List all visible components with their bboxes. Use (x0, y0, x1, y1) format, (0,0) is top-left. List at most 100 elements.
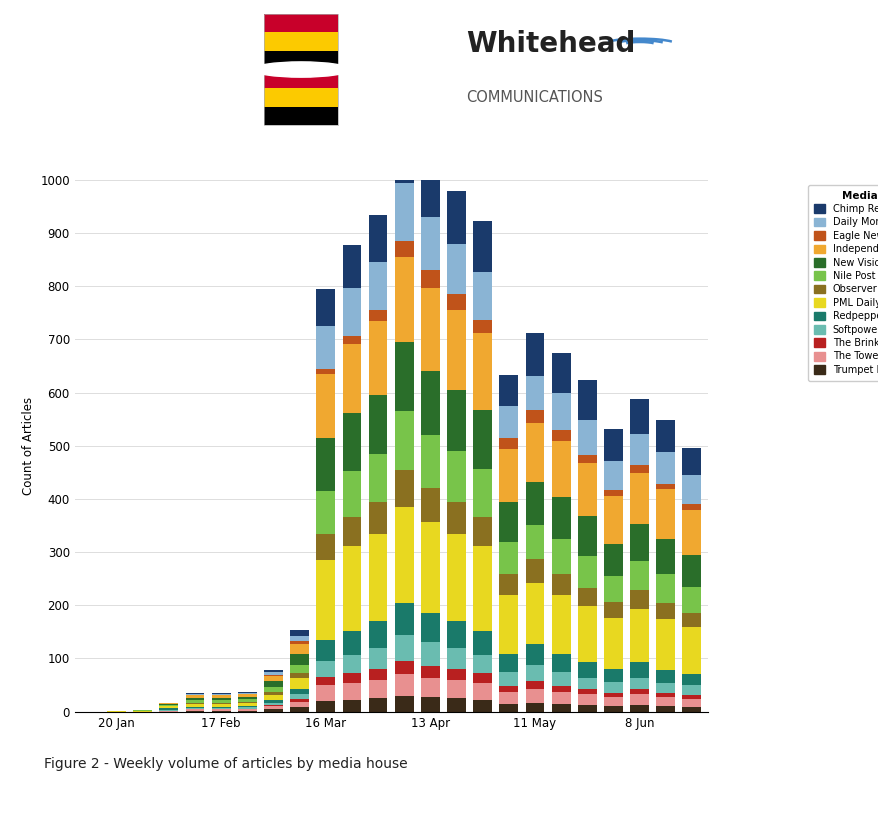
Bar (525, 375, 543, 410)
Bar (368, 622, 387, 648)
Bar (316, 289, 335, 326)
Bar (447, 622, 465, 648)
Bar (212, 708, 230, 709)
Bar (499, 449, 518, 502)
Bar (263, 14, 338, 33)
Bar (472, 222, 492, 272)
Bar (577, 420, 596, 455)
Bar (603, 706, 623, 712)
Bar (525, 524, 543, 559)
Bar (656, 420, 674, 452)
Bar (290, 708, 309, 712)
Bar (316, 685, 335, 701)
Bar (603, 618, 623, 668)
Bar (394, 603, 414, 635)
Bar (447, 244, 465, 294)
Bar (472, 333, 492, 410)
Bar (368, 501, 387, 533)
Bar (159, 705, 178, 706)
Bar (342, 413, 361, 471)
Bar (290, 673, 309, 678)
Bar (681, 685, 701, 694)
Bar (630, 474, 648, 524)
Bar (212, 703, 230, 704)
Bar (499, 692, 518, 703)
Bar (263, 675, 283, 676)
Bar (525, 333, 543, 375)
Bar (656, 452, 674, 483)
Bar (212, 709, 230, 711)
Bar (290, 699, 309, 702)
Bar (421, 161, 439, 217)
Bar (656, 697, 674, 706)
Bar (472, 410, 492, 469)
Bar (107, 711, 126, 712)
Bar (630, 689, 648, 694)
Bar (577, 463, 596, 516)
Bar (525, 482, 543, 524)
Bar (421, 217, 439, 270)
Bar (238, 702, 256, 703)
Bar (447, 533, 465, 622)
Bar (447, 669, 465, 680)
Y-axis label: Count of Articles: Count of Articles (22, 397, 34, 495)
Bar (212, 707, 230, 708)
Bar (263, 694, 283, 700)
Bar (551, 596, 570, 654)
Bar (342, 516, 361, 546)
Bar (499, 574, 518, 596)
Bar (421, 488, 439, 523)
Bar (185, 693, 205, 694)
Bar (238, 711, 256, 712)
Bar (603, 496, 623, 544)
Bar (290, 636, 309, 641)
Bar (263, 706, 283, 709)
Bar (499, 502, 518, 542)
Bar (656, 483, 674, 489)
Bar (368, 648, 387, 669)
Bar (603, 576, 623, 602)
Bar (472, 546, 492, 631)
Bar (316, 701, 335, 712)
Bar (447, 680, 465, 699)
Bar (342, 344, 361, 413)
Bar (577, 678, 596, 689)
Bar (263, 670, 283, 672)
Bar (577, 588, 596, 606)
Bar (316, 374, 335, 438)
Bar (630, 561, 648, 591)
Bar (551, 430, 570, 441)
Bar (525, 410, 543, 424)
Bar (212, 695, 230, 698)
Bar (421, 677, 439, 697)
Bar (394, 635, 414, 661)
Bar (290, 678, 309, 689)
Circle shape (253, 62, 349, 77)
Bar (185, 711, 205, 712)
Bar (342, 546, 361, 631)
Bar (472, 631, 492, 654)
Bar (238, 699, 256, 702)
Bar (525, 559, 543, 583)
Bar (656, 619, 674, 670)
Bar (551, 539, 570, 574)
Bar (681, 708, 701, 712)
Bar (185, 695, 205, 698)
Bar (499, 375, 518, 407)
Bar (290, 641, 309, 644)
Bar (472, 673, 492, 683)
Bar (421, 613, 439, 642)
Bar (394, 124, 414, 182)
Bar (185, 707, 205, 708)
Bar (630, 399, 648, 434)
Bar (368, 533, 387, 622)
Bar (499, 596, 518, 654)
Bar (551, 574, 570, 596)
Bar (499, 438, 518, 449)
Bar (525, 644, 543, 665)
Bar (368, 680, 387, 699)
Bar (342, 471, 361, 516)
Bar (238, 709, 256, 711)
Bar (525, 424, 543, 482)
Bar (263, 14, 338, 125)
